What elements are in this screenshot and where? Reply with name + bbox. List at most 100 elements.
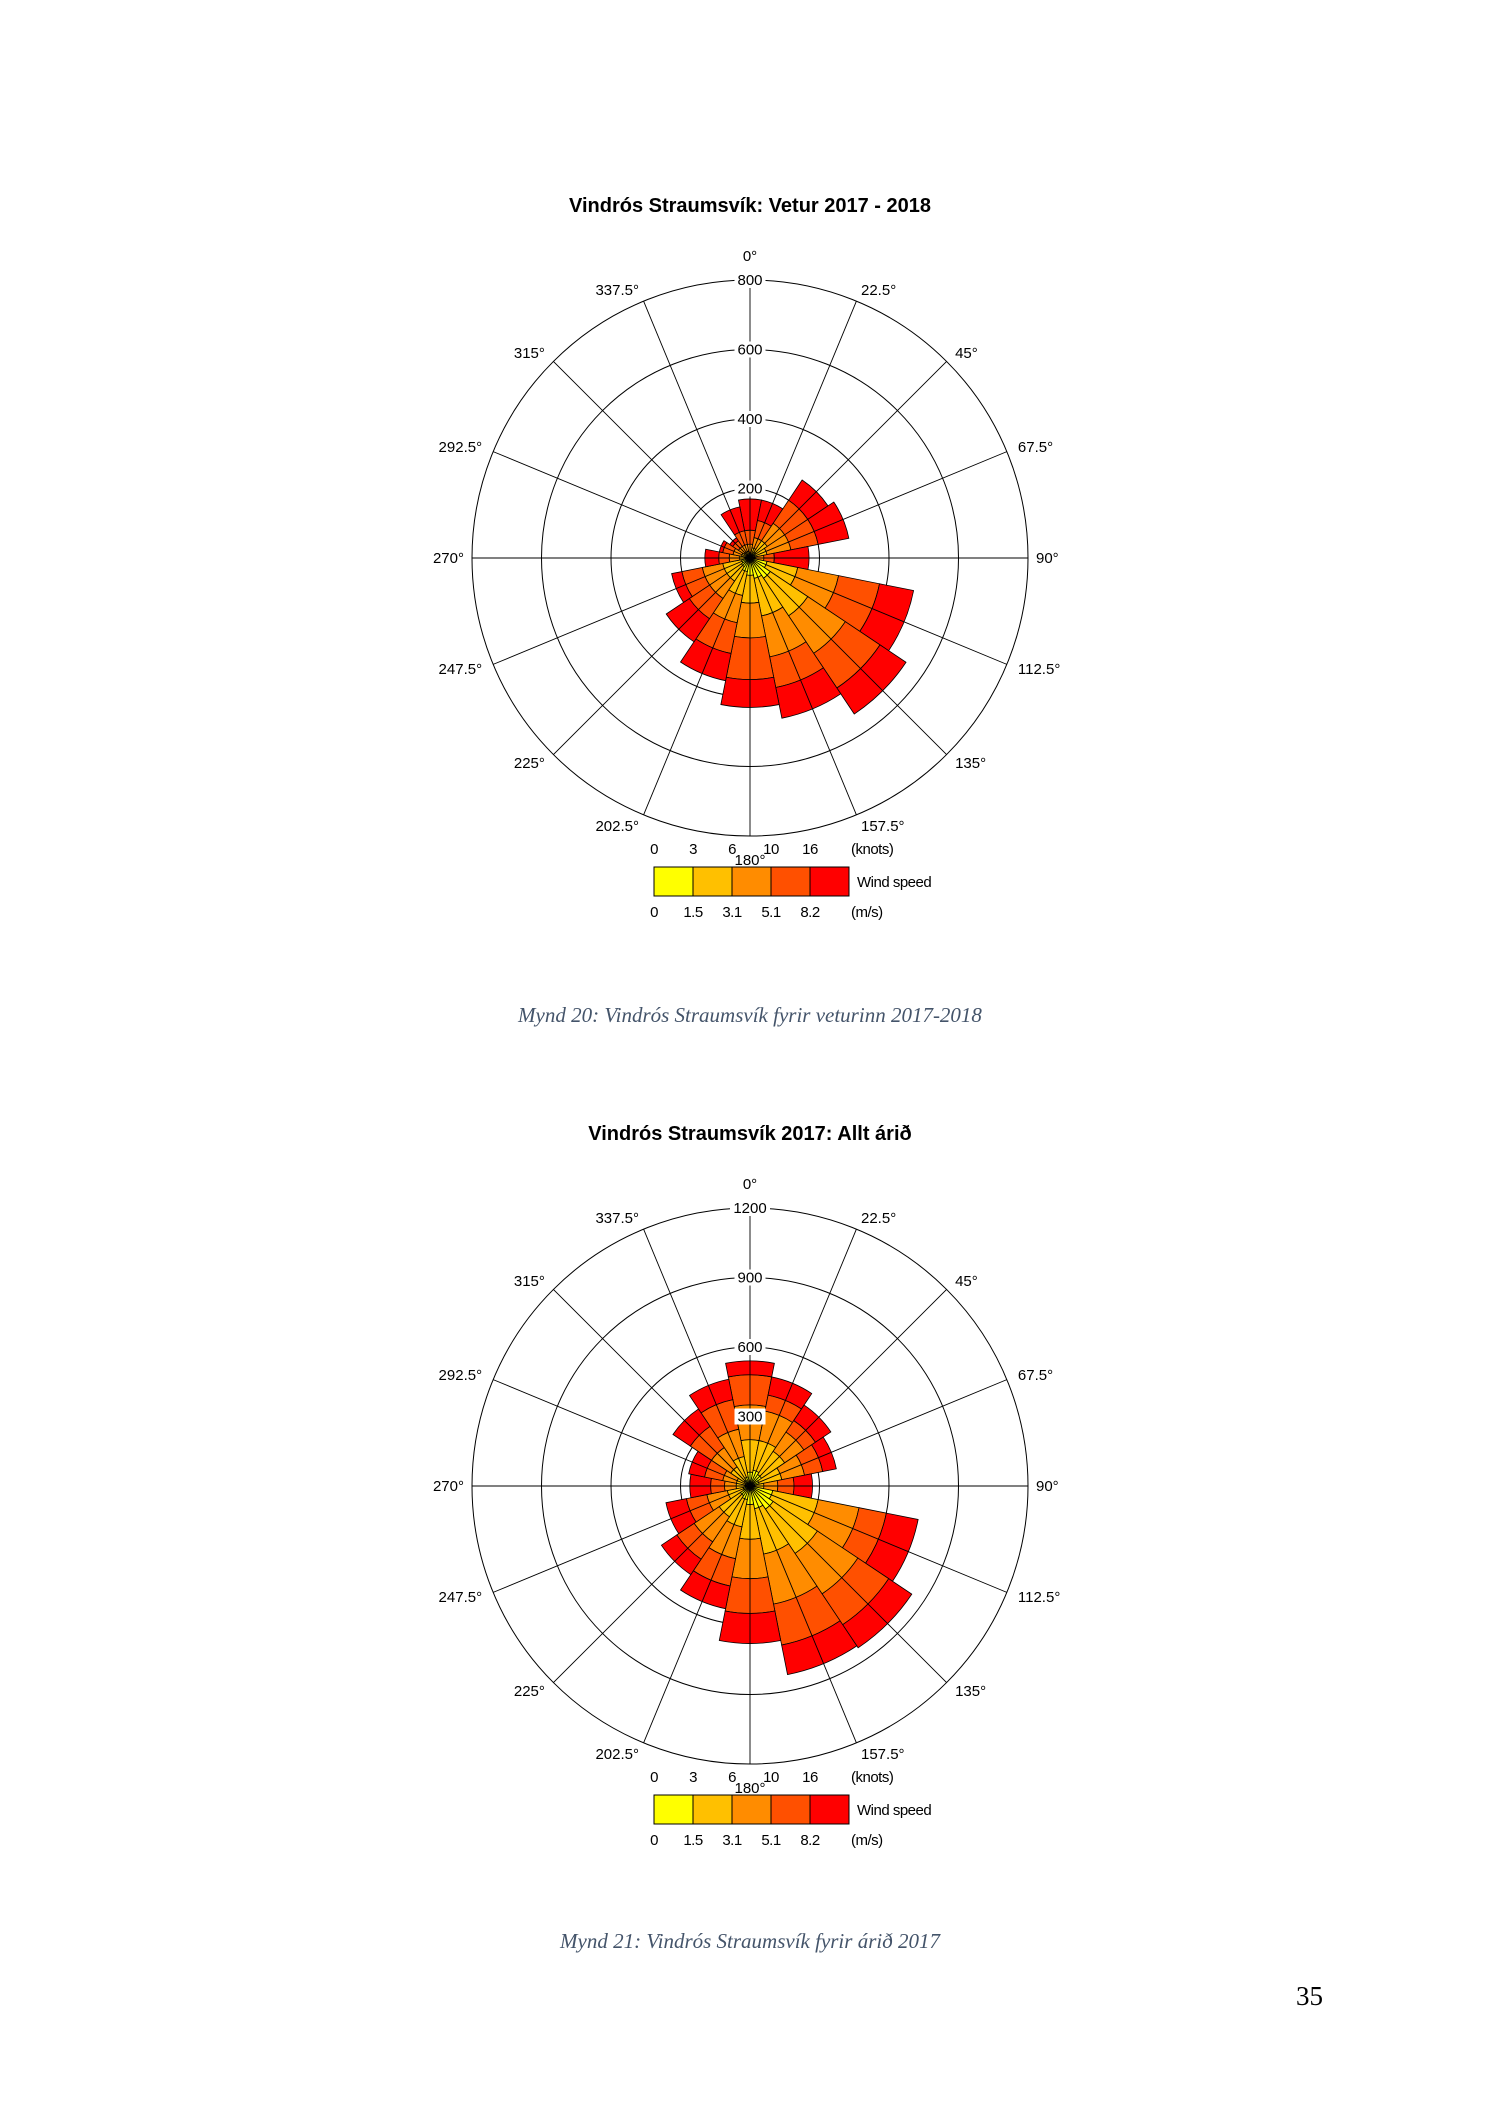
direction-spoke [749,1228,857,1487]
legend-color-swatch [692,866,733,897]
figure-caption-21: Mynd 21: Vindrós Straumsvík fyrir árið 2… [560,1929,940,1953]
direction-label: 112.5° [1018,661,1060,678]
direction-label: 112.5° [1018,1589,1060,1606]
direction-label: 157.5° [861,1746,905,1763]
direction-spoke [492,1379,751,1487]
ring-label: 400 [737,411,762,428]
ring-label: 1200 [733,1200,766,1217]
wind-sector-bar [688,1378,734,1414]
direction-label: 292.5° [439,1367,483,1384]
wind-sector-bar [811,1436,837,1473]
direction-label: 292.5° [439,439,483,456]
wind-rose-figure-2017: Vindrós Straumsvík 2017: Allt árið 300 600… [380,1110,1120,1910]
direction-spoke [749,361,947,559]
wind-sector-bar [807,501,850,545]
ring-label-background [734,341,766,358]
direction-label: 315° [514,345,545,362]
direction-label: 135° [955,1683,986,1700]
direction-spoke [553,1485,751,1683]
direction-spoke [643,1228,751,1487]
legend-color-swatch [653,866,694,897]
wind-sector-bar [679,1570,731,1610]
legend-title: Wind speed [857,874,931,891]
direction-label: 247.5° [439,661,483,678]
direction-label: 22.5° [861,282,896,299]
direction-spoke [643,557,751,816]
direction-label: 247.5° [439,1589,483,1606]
direction-label: 45° [955,1273,978,1290]
direction-spoke [749,1485,857,1744]
wind-sector-bar [665,1498,697,1535]
wind-sector-bar [767,1376,813,1410]
direction-label: 337.5° [595,282,639,299]
direction-label: 67.5° [1018,1367,1053,1384]
legend-color-swatch [731,866,772,897]
legend-knots-tick: 0 [650,1769,658,1786]
ring-label-background [734,1408,766,1425]
legend-knots-unit: (knots) [851,1769,894,1786]
direction-spoke [643,1485,751,1744]
legend-ms-tick: 8.2 [800,1832,820,1849]
legend-ms-unit: (m/s) [851,1832,883,1849]
direction-spoke [643,300,751,559]
direction-spoke [749,300,857,559]
direction-label: 202.5° [595,818,639,835]
direction-label: 0° [743,248,757,265]
ring-label: 600 [737,342,762,359]
ring-label-background [730,1200,770,1216]
wind-rose-figure-winter: Vindrós Straumsvík: Vetur 2017 - 2018 200… [380,182,1120,982]
legend-ms-tick: 0 [650,1832,658,1849]
legend-ms-tick: 0 [650,904,658,921]
legend-knots-tick: 10 [763,841,779,858]
direction-spoke [749,1485,947,1683]
legend-color-swatch [809,1794,850,1825]
direction-label: 22.5° [861,1210,896,1227]
direction-spoke [749,1289,947,1487]
legend-ms-tick: 8.2 [800,904,820,921]
direction-label: 270° [433,1478,464,1495]
ring-label: 300 [737,1409,762,1426]
direction-spoke [749,557,857,816]
legend-knots-tick: 3 [689,841,697,858]
figure-caption-20: Mynd 20: Vindrós Straumsvík fyrir veturi… [518,1003,982,1027]
legend-knots-tick: 3 [689,1769,697,1786]
direction-label: 135° [955,755,986,772]
wind-speed-legend: 0 3 6 10 16 (knots) Wind speed 0 1.5 3.1 5.1 8.2 (m/… [650,1769,932,1849]
legend-ms-unit: (m/s) [851,904,883,921]
direction-label: 90° [1036,550,1059,567]
direction-label: 0° [743,1176,757,1193]
legend-color-swatch [653,1794,694,1825]
ring-label: 900 [737,1270,762,1287]
wind-sector-bar [671,571,693,603]
direction-label: 337.5° [595,1210,639,1227]
legend-title: Wind speed [857,1802,931,1819]
direction-spoke [749,451,1008,559]
wind-speed-legend: 0 3 6 10 16 (knots) Wind speed 0 1.5 3.1 5.1 8.2 (m/… [650,841,932,921]
direction-label: 315° [514,1273,545,1290]
legend-knots-tick: 0 [650,841,658,858]
wind-sector-bar [679,638,732,682]
wind-rose-chart-2017: Vindrós Straumsvík 2017: Allt árið300600… [433,1123,1060,1849]
direction-label: 157.5° [861,818,905,835]
ring-label-background [734,1339,766,1355]
legend-knots-tick: 6 [728,841,736,858]
direction-spoke [553,557,751,755]
chart-title: Vindrós Straumsvík: Vetur 2017 - 2018 [569,195,931,217]
direction-label: 225° [514,755,545,772]
ring-label-background [734,272,766,288]
ring-label: 800 [737,272,762,289]
legend-color-swatch [770,1794,811,1825]
direction-label: 90° [1036,1478,1059,1495]
ring-label: 200 [737,481,762,498]
wind-rose-chart-winter: Vindrós Straumsvík: Vetur 2017 - 2018 200… [433,195,1060,921]
direction-spoke [749,1485,1008,1593]
direction-label: 67.5° [1018,439,1053,456]
wind-sector-bar [775,667,842,719]
direction-label: 202.5° [595,1746,639,1763]
direction-label: 180° [734,852,765,869]
direction-spoke [749,557,947,755]
wind-sector-bar [720,506,746,536]
ring-label-background [734,411,766,427]
chart-title: Vindrós Straumsvík 2017: Allt árið [588,1123,911,1145]
legend-knots-tick: 16 [802,1769,818,1786]
